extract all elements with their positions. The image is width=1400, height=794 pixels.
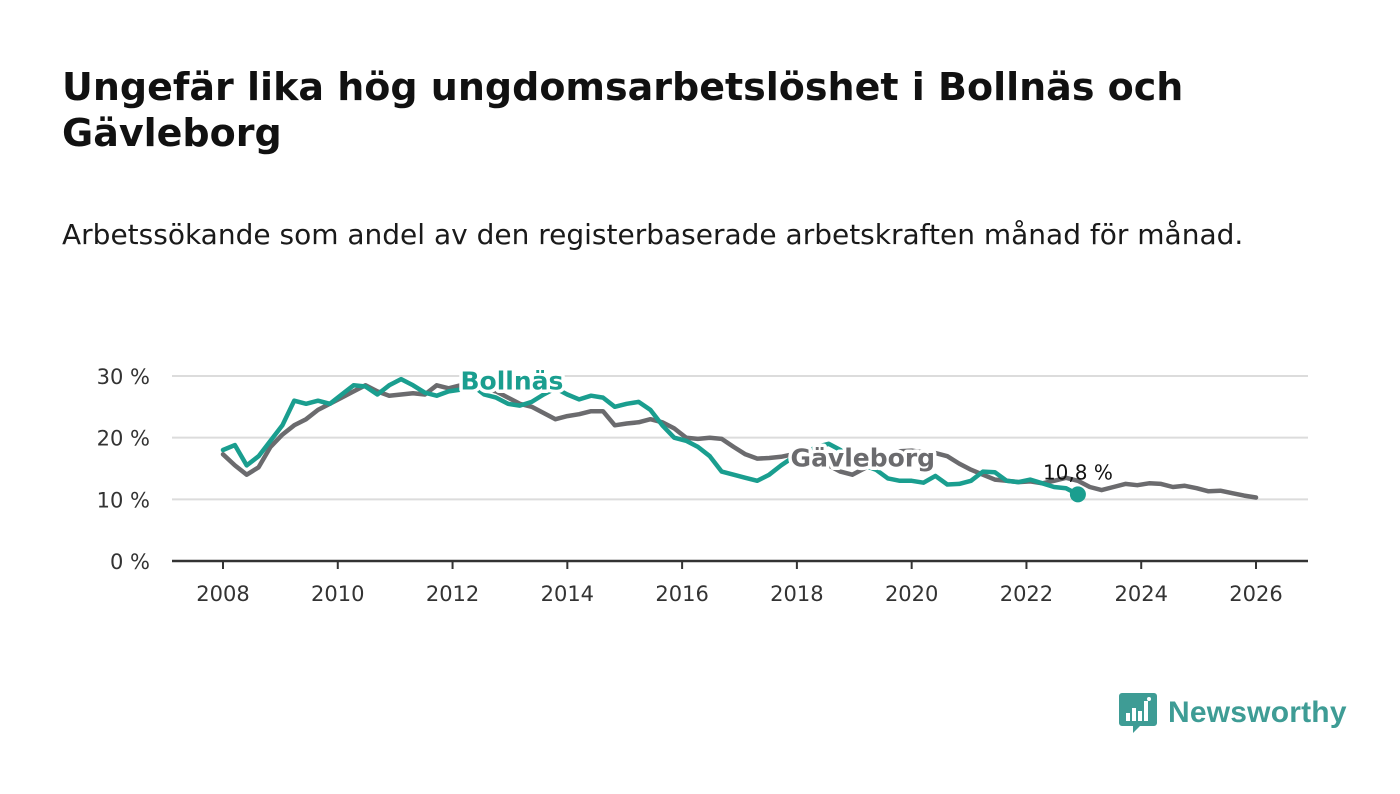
series-label: Bollnäs — [460, 367, 563, 396]
x-tick-label: 2016 — [655, 582, 708, 606]
series-label-halo: Gävleborg — [791, 444, 936, 473]
x-tick-label: 2018 — [770, 582, 823, 606]
y-tick-label: 0 % — [110, 550, 150, 574]
series-line-gvleborg — [220, 379, 1259, 500]
series-lines — [220, 376, 1259, 500]
chart-subtitle: Arbetssökande som andel av den registerb… — [62, 218, 1244, 251]
x-tick-label: 2020 — [885, 582, 938, 606]
x-tick-label: 2008 — [196, 582, 249, 606]
x-tick-label: 2014 — [541, 582, 594, 606]
x-tick-label: 2010 — [311, 582, 364, 606]
chart-title: Ungefär lika hög ungdomsarbetslöshet i B… — [62, 65, 1184, 155]
x-tick-label: 2024 — [1114, 582, 1167, 606]
x-tick-label: 2012 — [426, 582, 479, 606]
newsworthy-logo: Newsworthy — [1118, 690, 1347, 736]
y-tick-label: 20 % — [97, 427, 150, 451]
newsworthy-icon — [1119, 693, 1157, 733]
series-line-bollns — [220, 376, 1081, 497]
x-tick-label: 2026 — [1229, 582, 1282, 606]
brand-name: Newsworthy — [1168, 696, 1347, 729]
line-chart: 0 % 10 % 20 % 30 % 2008 2010 2012 2014 2016 2018 2… — [97, 363, 1308, 606]
y-tick-label: 10 % — [97, 488, 150, 512]
axes: 0 % 10 % 20 % 30 % 2008 2010 2012 2014 2016 2018 2… — [97, 365, 1308, 606]
series-label: Gävleborg — [791, 444, 936, 473]
x-tick-label: 2022 — [1000, 582, 1053, 606]
series-label-halo: Bollnäs — [460, 367, 563, 396]
y-tick-label: 30 % — [97, 365, 150, 389]
grid-lines — [172, 375, 1308, 501]
end-value-label: 10,8 % — [1043, 460, 1113, 484]
end-point-marker — [1069, 486, 1086, 503]
